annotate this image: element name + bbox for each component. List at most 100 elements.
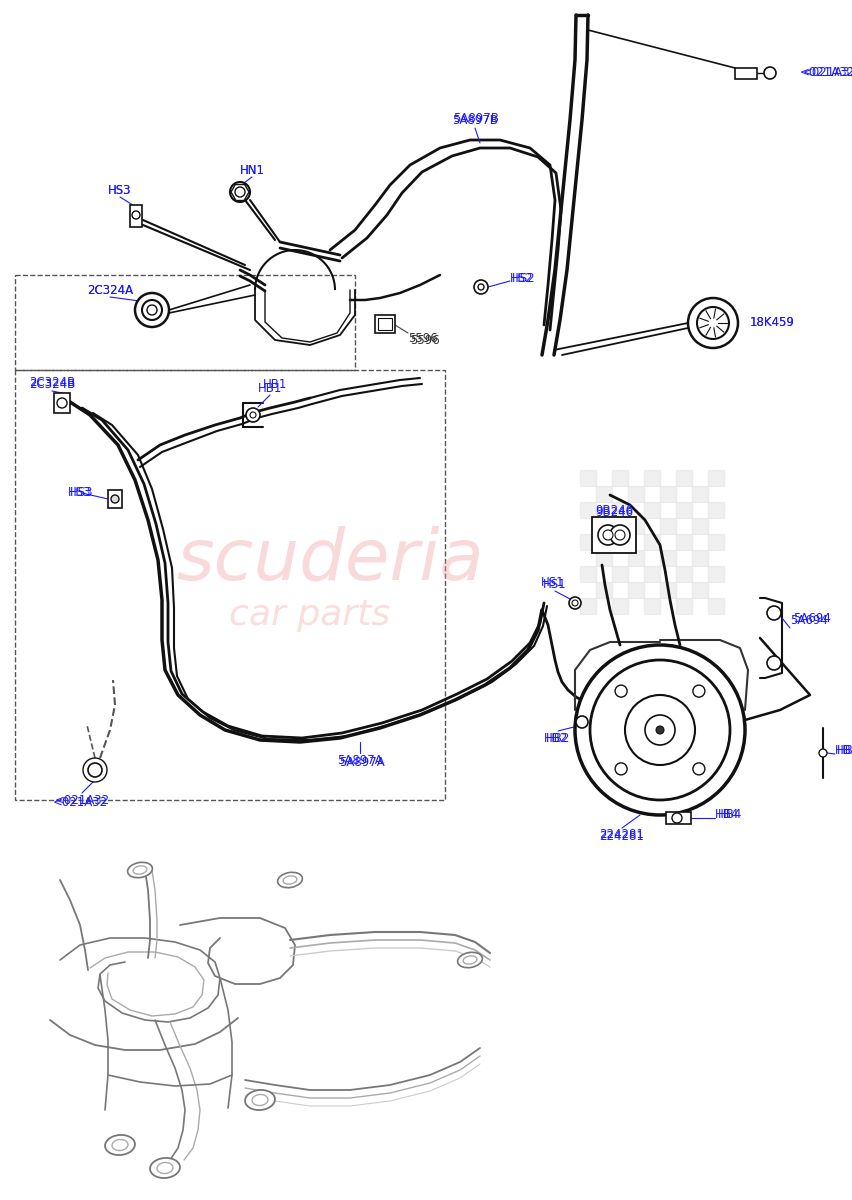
Bar — [644, 502, 660, 518]
Text: scuderia: scuderia — [176, 526, 484, 594]
Circle shape — [569, 596, 581, 608]
Text: 224281: 224281 — [600, 829, 644, 842]
Text: <021A32: <021A32 — [53, 796, 107, 809]
Text: 5A897B: 5A897B — [453, 113, 499, 126]
Text: HB2: HB2 — [546, 732, 570, 744]
Text: HS3: HS3 — [108, 184, 132, 197]
Bar — [628, 550, 644, 566]
Bar — [612, 598, 628, 614]
Bar — [708, 470, 724, 486]
Text: 18K459: 18K459 — [750, 317, 795, 330]
Circle shape — [111, 494, 119, 503]
Circle shape — [575, 646, 745, 815]
Text: <021A32: <021A32 — [803, 66, 852, 79]
Bar — [735, 68, 757, 79]
Circle shape — [250, 412, 256, 418]
Bar — [666, 812, 691, 824]
Text: HB4: HB4 — [715, 809, 740, 822]
Circle shape — [656, 726, 664, 734]
Text: 18K459: 18K459 — [750, 316, 795, 329]
Circle shape — [603, 530, 613, 540]
Text: 5596: 5596 — [408, 331, 438, 344]
Bar — [580, 470, 596, 486]
Circle shape — [767, 656, 781, 670]
Circle shape — [135, 293, 169, 326]
Text: HB3: HB3 — [837, 744, 852, 756]
Bar — [708, 502, 724, 518]
Bar — [612, 534, 628, 550]
Text: 5A694: 5A694 — [793, 612, 831, 624]
Bar — [580, 598, 596, 614]
Text: 5A897A: 5A897A — [339, 756, 385, 768]
Text: 5A897A: 5A897A — [337, 754, 383, 767]
Circle shape — [625, 695, 695, 766]
Bar — [676, 598, 692, 614]
Circle shape — [478, 284, 484, 290]
Circle shape — [88, 763, 102, 778]
Circle shape — [688, 298, 738, 348]
Bar — [580, 534, 596, 550]
Ellipse shape — [112, 1140, 128, 1151]
Bar — [644, 534, 660, 550]
Ellipse shape — [458, 953, 482, 967]
Bar — [644, 566, 660, 582]
Bar — [628, 582, 644, 598]
Text: HB1: HB1 — [258, 382, 282, 395]
Bar — [692, 550, 708, 566]
Circle shape — [693, 685, 705, 697]
Text: 224281: 224281 — [600, 828, 644, 841]
Circle shape — [615, 685, 627, 697]
Circle shape — [615, 530, 625, 540]
Text: HS2: HS2 — [510, 271, 533, 284]
Bar — [596, 550, 612, 566]
Bar — [15, 370, 445, 800]
Text: HS3: HS3 — [108, 184, 132, 197]
Text: HB3: HB3 — [835, 744, 852, 756]
Circle shape — [57, 398, 67, 408]
Bar — [596, 486, 612, 502]
Circle shape — [132, 211, 140, 218]
Bar — [612, 502, 628, 518]
Ellipse shape — [105, 1135, 135, 1156]
Circle shape — [572, 600, 578, 606]
Bar — [375, 314, 395, 332]
Circle shape — [693, 763, 705, 775]
Bar — [660, 486, 676, 502]
Bar — [676, 502, 692, 518]
Bar — [580, 566, 596, 582]
Bar — [660, 518, 676, 534]
Text: HS1: HS1 — [541, 576, 565, 589]
Circle shape — [474, 280, 488, 294]
Bar — [676, 566, 692, 582]
Circle shape — [697, 307, 729, 338]
Bar — [15, 275, 355, 370]
Text: HS1: HS1 — [544, 578, 567, 592]
Circle shape — [645, 715, 675, 745]
Bar — [692, 582, 708, 598]
Ellipse shape — [150, 1158, 180, 1178]
Text: HS2: HS2 — [512, 271, 536, 284]
Text: <021A32: <021A32 — [55, 793, 110, 806]
Bar — [378, 318, 392, 330]
Bar — [692, 486, 708, 502]
Circle shape — [819, 749, 827, 757]
Bar — [612, 470, 628, 486]
Bar — [644, 598, 660, 614]
Text: 2C324B: 2C324B — [29, 376, 75, 389]
Circle shape — [235, 187, 245, 197]
Text: HN1: HN1 — [239, 163, 264, 176]
Bar — [628, 518, 644, 534]
Circle shape — [615, 763, 627, 775]
Circle shape — [672, 814, 682, 823]
Ellipse shape — [133, 866, 147, 874]
Text: 9B246: 9B246 — [595, 504, 633, 516]
Bar — [660, 582, 676, 598]
Ellipse shape — [157, 1163, 173, 1174]
Text: 2C324B: 2C324B — [29, 378, 75, 391]
Bar — [660, 550, 676, 566]
Ellipse shape — [252, 1094, 268, 1105]
Circle shape — [610, 526, 630, 545]
Bar — [676, 470, 692, 486]
Bar — [592, 517, 636, 553]
Ellipse shape — [278, 872, 302, 888]
